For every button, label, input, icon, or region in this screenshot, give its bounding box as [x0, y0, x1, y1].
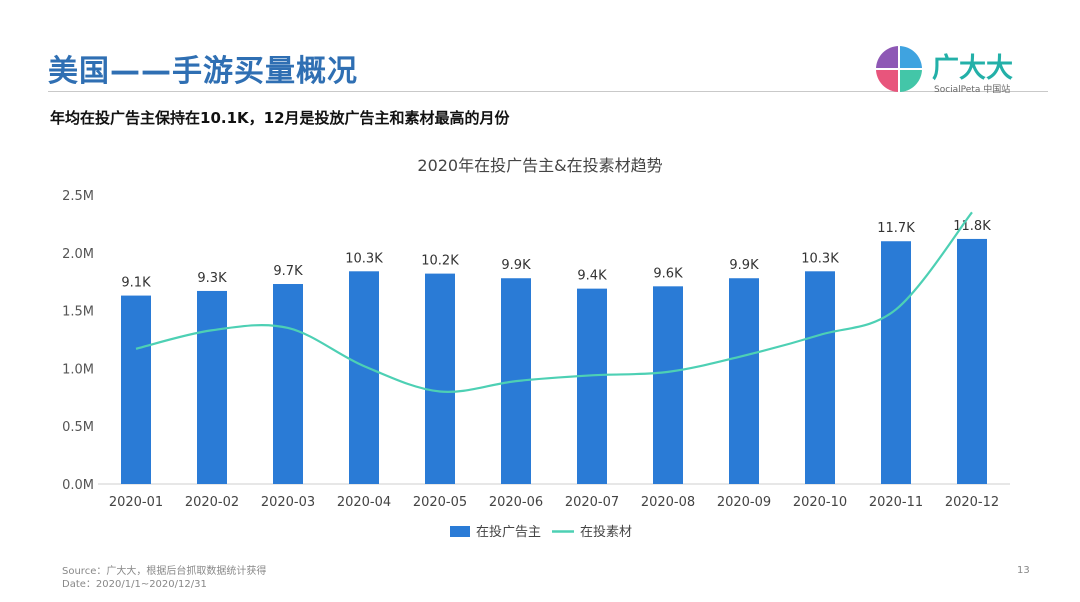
- y-tick-label: 0.5M: [62, 420, 94, 435]
- y-tick-label: 1.5M: [62, 305, 94, 320]
- bar: [957, 238, 987, 484]
- y-tick-label: 2.5M: [62, 189, 94, 204]
- logo-icon: [876, 46, 922, 92]
- bar-data-label: 10.3K: [345, 251, 383, 266]
- x-tick-label: 2020-02: [185, 495, 239, 510]
- bar-data-label: 10.2K: [421, 254, 459, 269]
- bar: [121, 295, 151, 484]
- legend-label-line: 在投素材: [580, 524, 632, 540]
- logo-text: 广大大: [932, 53, 1013, 84]
- x-tick-label: 2020-05: [413, 495, 467, 510]
- x-tick-label: 2020-06: [489, 495, 543, 510]
- bar-data-label: 9.7K: [273, 264, 303, 279]
- bar-data-label: 10.3K: [801, 251, 839, 266]
- bar-data-label: 11.7K: [877, 221, 915, 236]
- bar: [273, 284, 303, 484]
- bar-data-label: 9.1K: [121, 276, 151, 291]
- bar: [197, 290, 227, 484]
- x-axis: 2020-01 2020-02 2020-03 2020-04 2020-05 2020-…: [98, 483, 1010, 510]
- footer-source: Source：广大大，根据后台抓取数据统计获得: [62, 566, 267, 577]
- x-tick-label: 2020-08: [641, 495, 695, 510]
- bar: [425, 273, 455, 484]
- bar-data-label: 9.9K: [729, 258, 759, 273]
- bar-data-label: 9.9K: [501, 258, 531, 273]
- x-tick-label: 2020-11: [869, 495, 923, 510]
- bar: [349, 271, 379, 484]
- x-tick-label: 2020-12: [945, 495, 999, 510]
- bar: [653, 286, 683, 484]
- page-number: 13: [1017, 565, 1030, 576]
- x-tick-label: 2020-04: [337, 495, 391, 510]
- chart-title: 2020年在投广告主&在投素材趋势: [417, 156, 662, 175]
- bar-data-labels: 9.1K 9.3K 9.7K 10.3K 10.2K 9.9K 9.4K 9.6K 9.9K 10…: [121, 219, 991, 291]
- page-title: 美国——手游买量概况: [48, 54, 358, 89]
- legend-swatch-bar: [450, 526, 470, 537]
- chart-legend: 在投广告主 在投素材: [450, 524, 632, 540]
- x-tick-label: 2020-07: [565, 495, 619, 510]
- y-tick-label: 0.0M: [62, 478, 94, 493]
- x-tick-label: 2020-10: [793, 495, 847, 510]
- logo-subtext: SocialPeta 中国站: [934, 85, 1011, 95]
- bar-data-label: 9.4K: [577, 269, 607, 284]
- bar-data-label: 9.3K: [197, 271, 227, 286]
- y-tick-label: 2.0M: [62, 247, 94, 262]
- legend-label-bar: 在投广告主: [476, 524, 541, 540]
- bar: [577, 288, 607, 484]
- footer-date: Date：2020/1/1~2020/12/31: [62, 579, 207, 590]
- brand-logo: 广大大 SocialPeta 中国站: [872, 44, 1042, 96]
- bar: [881, 241, 911, 484]
- bar-series: [121, 238, 987, 484]
- bar: [805, 271, 835, 484]
- line-series: [135, 211, 973, 394]
- footer-note: Source：广大大，根据后台抓取数据统计获得 Date：2020/1/1~20…: [62, 565, 266, 591]
- x-tick-label: 2020-09: [717, 495, 771, 510]
- y-tick-label: 1.0M: [62, 362, 94, 377]
- y-axis: 0.0M 0.5M 1.0M 1.5M 2.0M 2.5M: [62, 189, 94, 493]
- slide-subtitle: 年均在投广告主保持在10.1K，12月是投放广告主和素材最高的月份: [50, 109, 510, 127]
- x-tick-label: 2020-03: [261, 495, 315, 510]
- bar-data-label: 11.8K: [953, 219, 991, 234]
- bar: [729, 278, 759, 484]
- x-tick-label: 2020-01: [109, 495, 163, 510]
- title-divider: [48, 91, 1048, 92]
- bar-data-label: 9.6K: [653, 266, 683, 281]
